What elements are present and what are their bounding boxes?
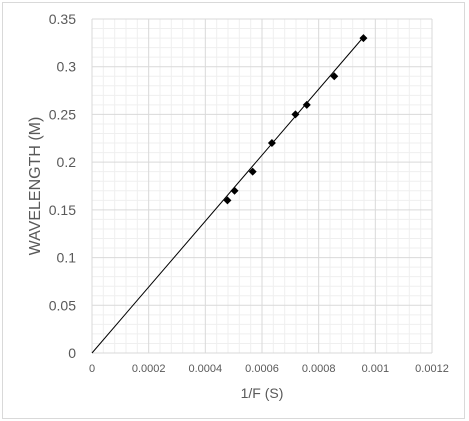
x-tick-label: 0.0004 (189, 363, 223, 375)
data-point (223, 196, 232, 205)
y-axis-title: WAVELENGTH (M) (27, 117, 44, 256)
y-tick-label: 0.05 (49, 297, 76, 313)
chart-frame (2, 2, 465, 419)
x-tick-label: 0.0008 (302, 363, 336, 375)
y-tick-label: 0.35 (49, 11, 76, 27)
x-axis-title: 1/F (S) (241, 385, 284, 401)
data-point (248, 167, 257, 176)
data-point (291, 110, 300, 119)
x-axis-tick-labels: 0 0.0002 0.0004 0.0006 0.0008 0.001 0.0012 (89, 363, 449, 375)
data-points (223, 34, 368, 205)
data-point (330, 72, 339, 81)
y-tick-label: 0.3 (57, 59, 77, 75)
data-point (302, 100, 311, 109)
data-point (267, 139, 276, 148)
y-tick-label: 0.1 (57, 250, 77, 266)
y-tick-label: 0.25 (49, 106, 76, 122)
x-tick-label: 0.0012 (415, 363, 449, 375)
data-point (230, 186, 239, 195)
y-axis-tick-labels: 0 0.05 0.1 0.15 0.2 0.25 0.3 0.35 (49, 11, 76, 361)
x-tick-label: 0.001 (362, 363, 390, 375)
y-tick-label: 0.15 (49, 202, 76, 218)
major-gridlines (91, 18, 433, 354)
data-point (359, 34, 368, 43)
x-tick-label: 0.0006 (245, 363, 279, 375)
x-tick-label: 0 (89, 363, 95, 375)
y-tick-label: 0.2 (57, 154, 77, 170)
x-tick-label: 0.0002 (132, 363, 166, 375)
y-tick-label: 0 (68, 345, 76, 361)
trendline (91, 36, 364, 354)
